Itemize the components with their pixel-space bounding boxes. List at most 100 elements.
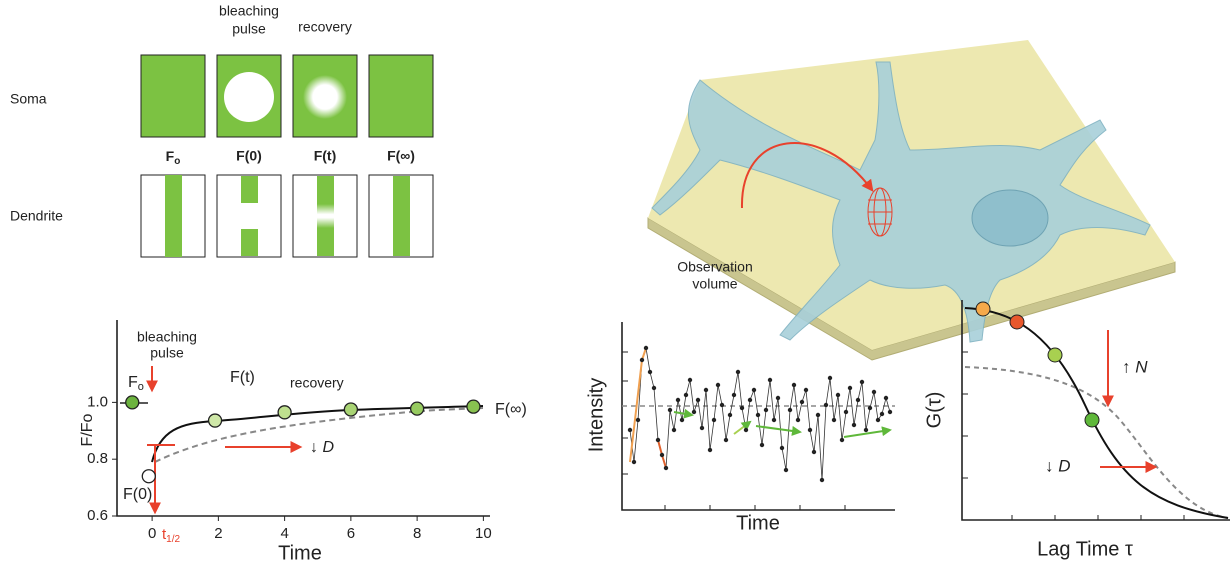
x-tick-label: 10 [475,525,492,542]
trace-dot [712,418,716,422]
trace-dot [816,413,820,417]
figure: Soma Dendrite bleaching pulse recovery F… [0,0,1232,565]
annotation: ↑ N [1122,357,1148,376]
marker [1048,348,1062,362]
arrow [756,426,800,432]
nucleus [972,190,1048,246]
dendrite [317,176,334,256]
trace-dot [832,418,836,422]
trace-dot [848,386,852,390]
y-axis-title: F/Fo [79,413,96,446]
trace-dot [768,378,772,382]
recovery-spot [303,75,347,119]
col-header: recovery [298,19,352,35]
neuron-illustration: Observation volume [648,40,1175,360]
arrow [734,422,750,434]
trace-dot [692,410,696,414]
annotation: F(∞) [495,401,527,418]
trace-dot [708,448,712,452]
correlation-chart: ↑ N ↓ D G(τ) Lag Time τ [923,300,1230,560]
trace-dot [856,398,860,402]
dendrite [241,176,258,203]
col-label: F(t) [314,148,337,164]
x-tick-label: 8 [413,525,421,542]
annotation: pulse [150,345,184,361]
trace-dot [836,393,840,397]
frap-schematic: Soma Dendrite bleaching pulse recovery F… [10,3,433,257]
x-axis-title: Time [736,512,780,534]
col-label: Fo [166,148,181,167]
x-axis-title: Time [278,542,322,564]
trace-dot [796,418,800,422]
marker [976,302,990,316]
trace-dot [736,370,740,374]
trace-dot [792,383,796,387]
y-tick-label: 1.0 [87,393,108,410]
annotation: recovery [290,375,344,391]
trace-dot [804,388,808,392]
x-tick-label: 6 [347,525,355,542]
trace-dot [652,386,656,390]
trace-dot [876,418,880,422]
soma-box [369,55,433,137]
trace-dot [656,438,660,442]
y-tick-label: 0.6 [87,507,108,524]
trace-dot [640,358,644,362]
y-axis-title: G(τ) [923,392,945,429]
data-point [278,406,291,419]
trace-dot [696,398,700,402]
trace-dot [888,410,892,414]
trace-dot [852,423,856,427]
trace-dot [844,410,848,414]
x-tick-label: 4 [280,525,288,542]
trace [630,348,890,480]
intensity-chart: Intensity Time [585,322,895,534]
annotation: t1/2 [162,526,181,545]
trace-dot [864,428,868,432]
bleached-point [142,470,155,483]
trace-dot [784,468,788,472]
row-label: Soma [10,91,47,107]
data-point [209,414,222,427]
trace-dot [752,388,756,392]
trace-dot [812,450,816,454]
col-label: F(∞) [387,148,415,164]
trace-dot [636,418,640,422]
trace-dot [648,370,652,374]
annotation: bleaching [137,329,197,345]
trace-dot [632,460,636,464]
y-axis-title: Intensity [585,378,607,452]
trace-dot [820,478,824,482]
slow-curve [965,367,1228,518]
trace-dot [748,398,752,402]
trace-dot [744,428,748,432]
trace-dot [840,438,844,442]
frap-chart: F/Fo Time bleaching pulse Fo F(t) recove… [79,320,527,564]
trace-dot [704,388,708,392]
x-tick-label: 0 [148,525,156,542]
trace-dot [676,398,680,402]
marker [1085,413,1099,427]
marker [1010,315,1024,329]
trace-dot [760,443,764,447]
trace-dot [660,453,664,457]
trace-dot [824,403,828,407]
trace-dot [644,346,648,350]
dendrite [165,175,182,257]
trace-dot [688,378,692,382]
trace-dot [684,393,688,397]
col-header: pulse [232,21,266,37]
trace-dot [772,418,776,422]
label: volume [692,276,737,292]
correlation-curve [965,308,1228,518]
col-label: F(0) [236,148,262,164]
trace-dot [740,406,744,410]
data-point [344,403,357,416]
highlight [630,348,646,462]
trace-dot [800,400,804,404]
trace-dot [868,406,872,410]
trace-dot [728,413,732,417]
trace-dot [828,376,832,380]
annotation: ↓ D [310,439,334,456]
trace-dot [860,380,864,384]
